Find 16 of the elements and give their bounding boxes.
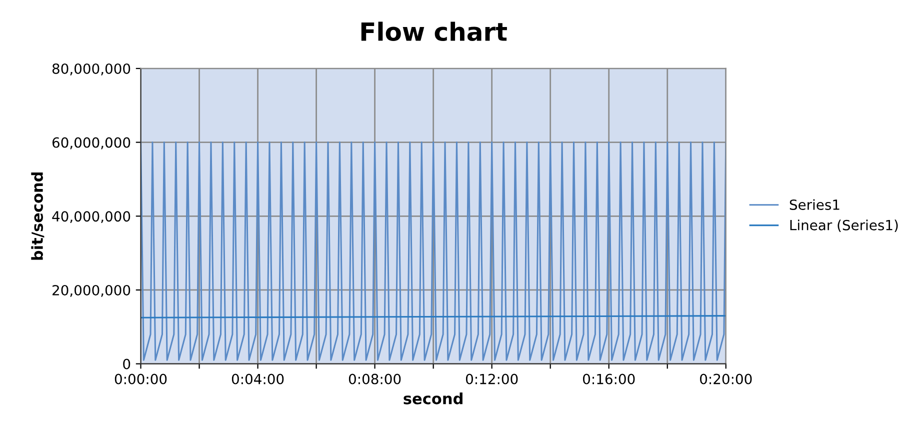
x-axis-title: second bbox=[404, 392, 462, 404]
y-tick-label: 80,000,000 bbox=[52, 63, 130, 76]
x-tick-label: 0:00:00 bbox=[114, 374, 167, 384]
legend-label: Series1 bbox=[790, 199, 840, 210]
y-tick-label: 20,000,000 bbox=[52, 284, 130, 297]
x-tick-label: 0:04:00 bbox=[232, 374, 284, 384]
y-tick-label: 0 bbox=[123, 358, 130, 370]
y-tick-label: 40,000,000 bbox=[52, 211, 130, 224]
chart-title: Flow chart bbox=[361, 22, 507, 42]
x-tick-label: 0:16:00 bbox=[583, 374, 635, 384]
y-axis-title: bit/second bbox=[31, 172, 44, 260]
x-tick-label: 0:20:00 bbox=[700, 374, 752, 384]
x-tick-label: 0:08:00 bbox=[348, 374, 401, 384]
y-tick-label: 60,000,000 bbox=[52, 137, 130, 150]
x-tick-label: 0:12:00 bbox=[466, 374, 518, 384]
legend-label: Linear (Series1) bbox=[790, 220, 898, 232]
